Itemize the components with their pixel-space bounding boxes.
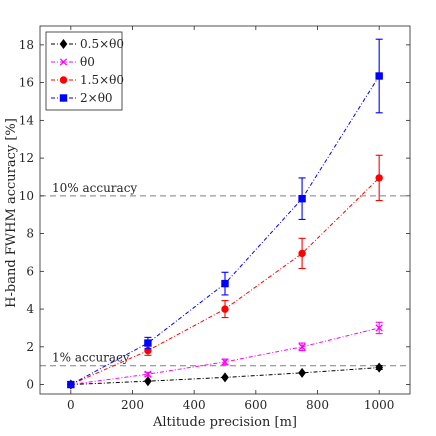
legend-entry-2: 1.5×θ0	[51, 73, 124, 87]
data-point	[298, 194, 306, 203]
reference-line-label: 1% accuracy	[52, 351, 130, 365]
legend-label: θ0	[80, 55, 95, 69]
reference-lines: 10% accuracy 1% accuracy	[40, 181, 410, 367]
data-point	[221, 305, 229, 313]
data-point-stroke	[375, 324, 383, 332]
x-tick-label: 0	[67, 398, 75, 412]
legend-label: 2×θ0	[80, 91, 113, 105]
series-0	[67, 362, 383, 390]
data-point	[144, 376, 152, 387]
data-point-stroke	[59, 58, 68, 66]
reference-line-label: 10% accuracy	[52, 181, 137, 195]
x-tick-label: 200	[121, 398, 144, 412]
data-point	[375, 72, 383, 80]
legend-entry-1: θ0	[51, 55, 95, 69]
legend-label: 0.5×θ0	[80, 37, 124, 51]
y-tick-label: 4	[26, 302, 34, 316]
data-point	[59, 76, 68, 84]
data-point	[144, 370, 152, 378]
data-point	[375, 324, 383, 332]
data-point	[298, 249, 306, 258]
y-tick-label: 2	[26, 340, 34, 354]
y-tick-label: 18	[19, 38, 34, 52]
y-tick-label: 16	[19, 76, 34, 90]
data-point-stroke	[221, 358, 229, 366]
data-point	[298, 343, 306, 351]
y-axis-label: H-band FWHM accuracy [%]	[4, 118, 19, 308]
x-tick-label: 1000	[364, 398, 395, 412]
x-tick-label: 400	[183, 398, 206, 412]
data-point	[59, 94, 68, 102]
y-tick-label: 8	[26, 227, 34, 241]
data-point	[67, 380, 75, 389]
y-tick-label: 12	[19, 151, 34, 165]
data-point	[221, 358, 229, 366]
x-tick-label: 600	[244, 398, 267, 412]
data-point	[375, 174, 383, 182]
plot-frame	[39, 25, 411, 395]
data-point	[375, 362, 383, 373]
x-axis-label: Altitude precision [m]	[152, 415, 297, 430]
data-point-stroke	[298, 343, 306, 351]
axes: 0 200 400 600 800 1000 0 2 4 6 8 10 12 14 16 18	[19, 25, 411, 412]
y-tick-label: 10	[19, 189, 34, 203]
legend-label: 1.5×θ0	[80, 73, 124, 87]
series-3	[67, 38, 383, 389]
legend-entry-3: 2×θ0	[51, 91, 113, 105]
legend-entry-0: 0.5×θ0	[51, 37, 124, 51]
y-tick-label: 14	[19, 113, 35, 127]
data-point-stroke	[144, 370, 152, 378]
y-tick-label: 0	[26, 378, 34, 392]
x-tick-label: 800	[306, 398, 329, 412]
series-layer	[67, 38, 383, 390]
data-point	[59, 58, 68, 66]
data-point	[221, 372, 229, 383]
legend-box	[45, 31, 123, 111]
data-point	[144, 339, 152, 347]
data-point	[221, 279, 229, 288]
data-point	[298, 367, 306, 378]
legend: 0.5×θ0 θ0 1.5×θ0 2×θ0	[45, 31, 124, 111]
data-point	[59, 38, 68, 50]
y-tick-label: 6	[26, 264, 34, 278]
